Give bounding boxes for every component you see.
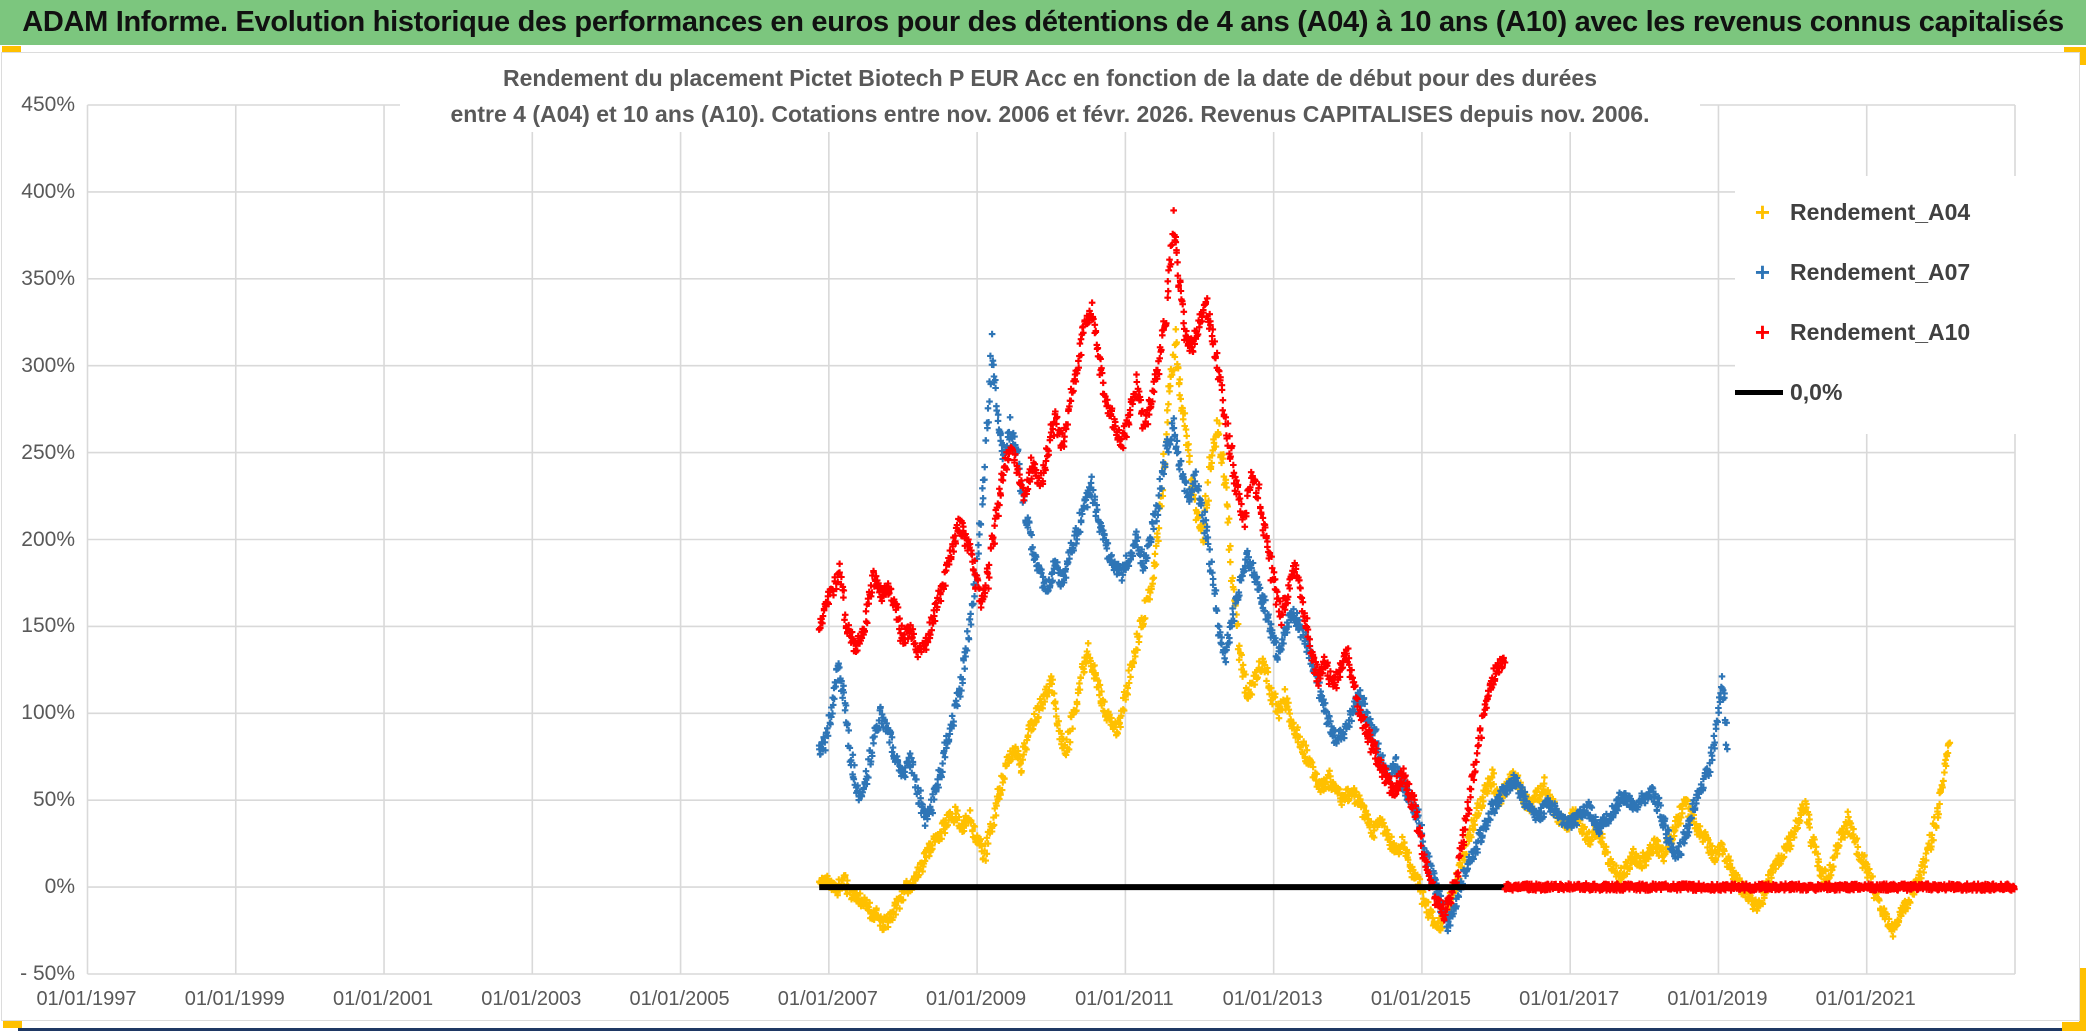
y-axis-label: 300%	[21, 353, 75, 377]
y-axis-label: 150%	[21, 614, 75, 638]
legend-label: 0,0%	[1790, 378, 1843, 405]
x-axis-label: 01/01/2009	[926, 988, 1027, 1010]
chart-area[interactable]	[1, 52, 2080, 1021]
y-axis-label: 0%	[44, 875, 75, 899]
series-rendement-a10	[815, 207, 1509, 924]
yellow-accent-bottom-right	[2062, 1022, 2086, 1031]
x-axis-label: 01/01/2019	[1667, 988, 1768, 1010]
x-axis-label: 01/01/2017	[1519, 988, 1620, 1010]
yellow-accent-top-left	[2, 46, 21, 54]
y-axis-label: - 50%	[20, 962, 75, 985]
sheet-header-banner: ADAM Informe. Evolution historique des p…	[0, 0, 2086, 45]
x-axis-label: 01/01/1999	[184, 988, 285, 1010]
sheet-header-title: ADAM Informe. Evolution historique des p…	[22, 6, 2064, 38]
x-axis-label: 01/01/2007	[777, 988, 878, 1010]
x-axis-label: 01/01/2005	[629, 988, 730, 1010]
legend-label: Rendement_A04	[1790, 198, 1971, 225]
x-axis-label: 01/01/2015	[1370, 988, 1471, 1010]
y-axis-label: 400%	[21, 179, 75, 203]
legend-item: + Rendement_A04	[1735, 182, 2078, 242]
yellow-accent-right-bar	[2079, 968, 2086, 1031]
yellow-accent-bottom-left	[3, 1021, 22, 1028]
zero-line-red-markers	[1501, 880, 2018, 894]
x-axis-label: 01/01/2001	[332, 988, 434, 1010]
legend: + Rendement_A04 + Rendement_A07 + Rendement_A…	[1735, 176, 2078, 434]
legend-item: 0,0%	[1735, 362, 2078, 422]
plus-marker-icon: +	[1754, 197, 1771, 227]
legend-label: Rendement_A10	[1790, 318, 1971, 345]
y-axis-label: 100%	[21, 701, 75, 725]
chart-title-line2: entre 4 (A04) et 10 ans (A10). Cotations…	[450, 101, 1650, 127]
legend-item: + Rendement_A07	[1735, 242, 2078, 302]
plus-marker-icon: +	[1754, 317, 1771, 347]
x-axis-label: 01/01/2021	[1815, 988, 1916, 1010]
x-axis-label: 01/01/2003	[481, 988, 582, 1010]
y-axis-label: 350%	[21, 266, 75, 290]
worksheet-bottom-edge-line	[18, 1028, 2062, 1031]
y-axis-label: 200%	[21, 527, 75, 551]
y-axis-label: 250%	[21, 440, 75, 464]
chart-title-line1: Rendement du placement Pictet Biotech P …	[503, 65, 1597, 91]
y-axis-label: 450%	[21, 93, 75, 116]
legend-item: + Rendement_A10	[1735, 302, 2078, 362]
chart-title: Rendement du placement Pictet Biotech P …	[400, 60, 1700, 132]
x-axis-label: 01/01/1997	[36, 988, 137, 1010]
x-axis-label: 01/01/2011	[1075, 988, 1174, 1010]
legend-label: Rendement_A07	[1790, 258, 1971, 285]
line-swatch-icon	[1735, 389, 1783, 395]
plus-marker-icon: +	[1754, 257, 1771, 287]
y-axis-label: 50%	[32, 788, 75, 812]
x-axis-label: 01/01/2013	[1222, 988, 1323, 1010]
